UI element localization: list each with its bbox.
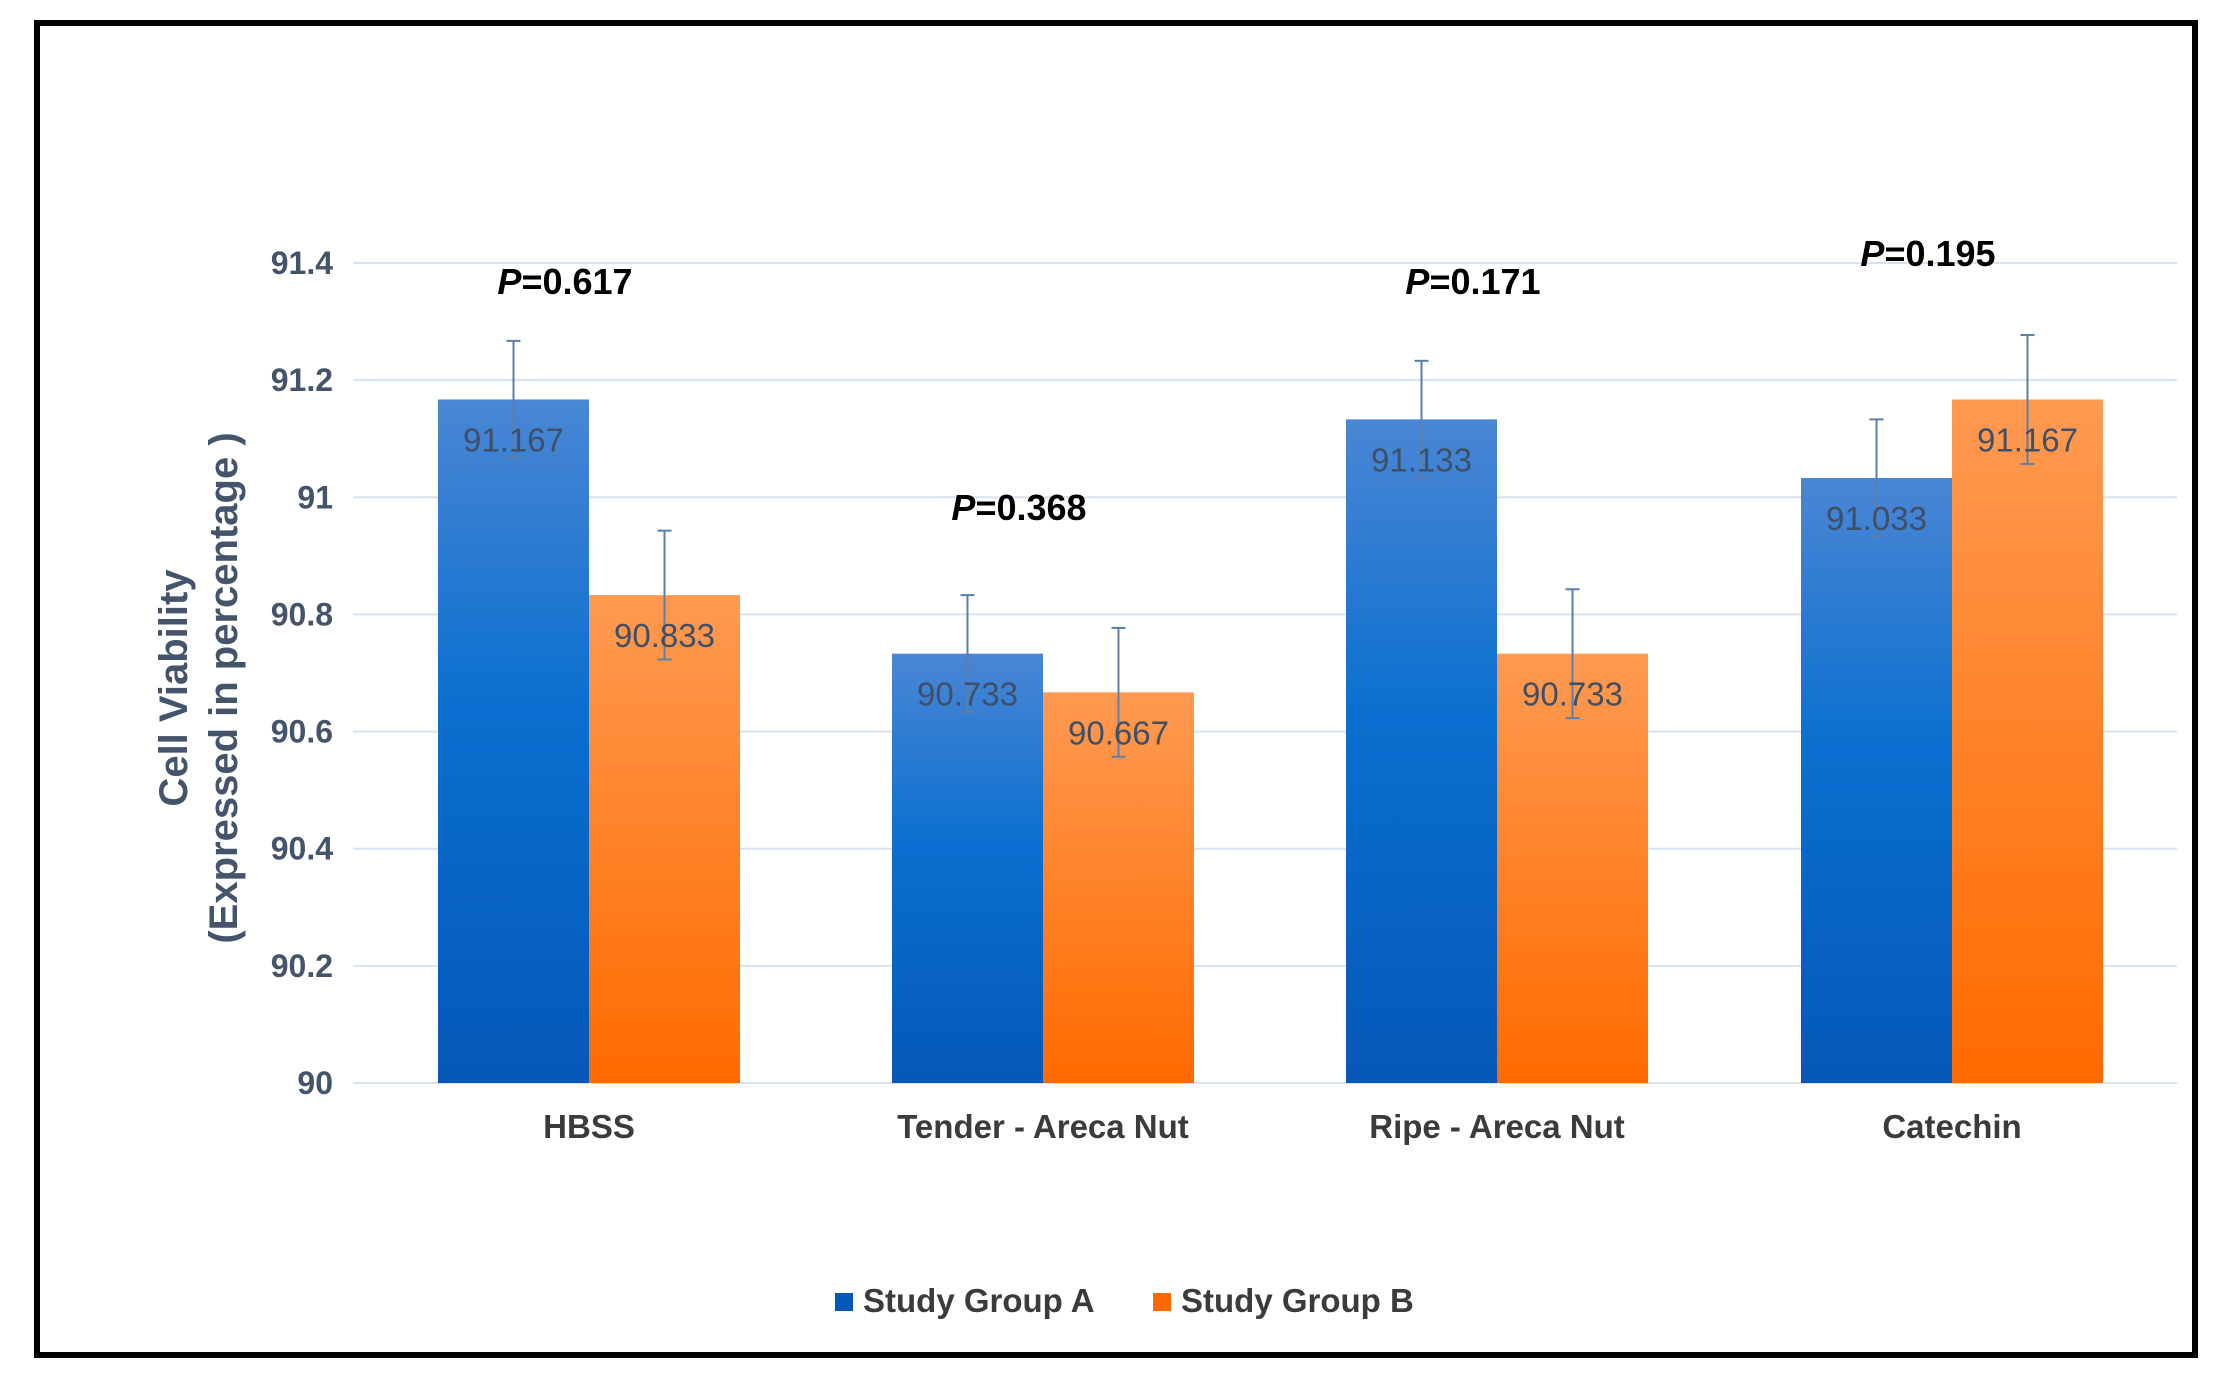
error-bar [1565,588,1580,720]
bar-study-group-b [1952,399,2103,1083]
legend: Study Group A Study Group B [835,1282,1414,1319]
p-value-label: P=0.195 [1860,233,1995,274]
chart-frame: 90 90.2 90.4 90.6 90.8 91 91.2 91.4 91.167 90.83… [34,20,2198,1358]
bar-study-group-a [1801,477,1952,1083]
data-label: 91.167 [463,421,564,458]
data-labels: 91.167 90.833 90.733 90.667 91.133 90.733 91.0… [463,421,2078,751]
bar-study-group-a [1346,419,1497,1083]
x-axis-categories: HBSS Tender - Areca Nut Ripe - Areca Nut Ca… [543,1108,2022,1145]
x-category-label: HBSS [543,1108,635,1145]
bar-chart: 90 90.2 90.4 90.6 90.8 91 91.2 91.4 91.167 90.83… [152,233,2177,1319]
error-bar [657,529,672,661]
legend-label-study-group-a: Study Group A [863,1282,1095,1319]
bar-study-group-a [892,653,1043,1083]
data-label: 91.033 [1826,500,1927,537]
y-axis-title: Cell Viability (Expressed in percentage … [152,432,246,943]
p-value-label: P=0.368 [951,487,1086,528]
y-tick-label: 90.8 [271,596,333,632]
bar-study-group-a [438,399,589,1083]
y-tick-label: 91.2 [271,362,333,398]
y-tick-label: 90.6 [271,714,333,750]
bar-study-group-b [589,595,740,1083]
x-category-label: Tender - Areca Nut [897,1108,1189,1145]
p-value-annotations: P=0.617 P=0.368 P=0.171 P=0.195 [497,233,1995,528]
y-tick-label: 90 [297,1065,333,1101]
data-label: 91.133 [1371,441,1472,478]
error-bar [1869,418,1884,538]
error-bar [1111,626,1126,758]
bar-study-group-b [1497,653,1648,1083]
data-label: 90.667 [1068,714,1169,751]
y-axis-title-line2: (Expressed in percentage ) [202,432,246,943]
error-bar [960,594,975,714]
error-bar [1414,359,1429,479]
y-tick-label: 91.4 [271,245,333,281]
y-axis-title-line1: Cell Viability [152,569,196,807]
p-value-label: P=0.171 [1405,261,1540,302]
legend-swatch-study-group-a [835,1293,853,1311]
bars [438,399,2103,1083]
data-label: 91.167 [1977,421,2078,458]
y-tick-label: 90.2 [271,948,333,984]
y-axis-ticks: 90 90.2 90.4 90.6 90.8 91 91.2 91.4 [271,245,333,1101]
error-bars [506,334,2035,758]
data-label: 90.733 [1522,676,1623,713]
legend-label-study-group-b: Study Group B [1181,1282,1414,1319]
data-label: 90.833 [614,617,715,654]
x-category-label: Ripe - Areca Nut [1369,1108,1625,1145]
legend-swatch-study-group-b [1153,1293,1171,1311]
y-tick-label: 91 [297,479,333,515]
data-label: 90.733 [917,676,1018,713]
x-category-label: Catechin [1882,1108,2021,1145]
y-tick-label: 90.4 [271,831,333,867]
p-value-label: P=0.617 [497,261,632,302]
error-bar [506,339,521,460]
error-bar [2020,334,2035,465]
